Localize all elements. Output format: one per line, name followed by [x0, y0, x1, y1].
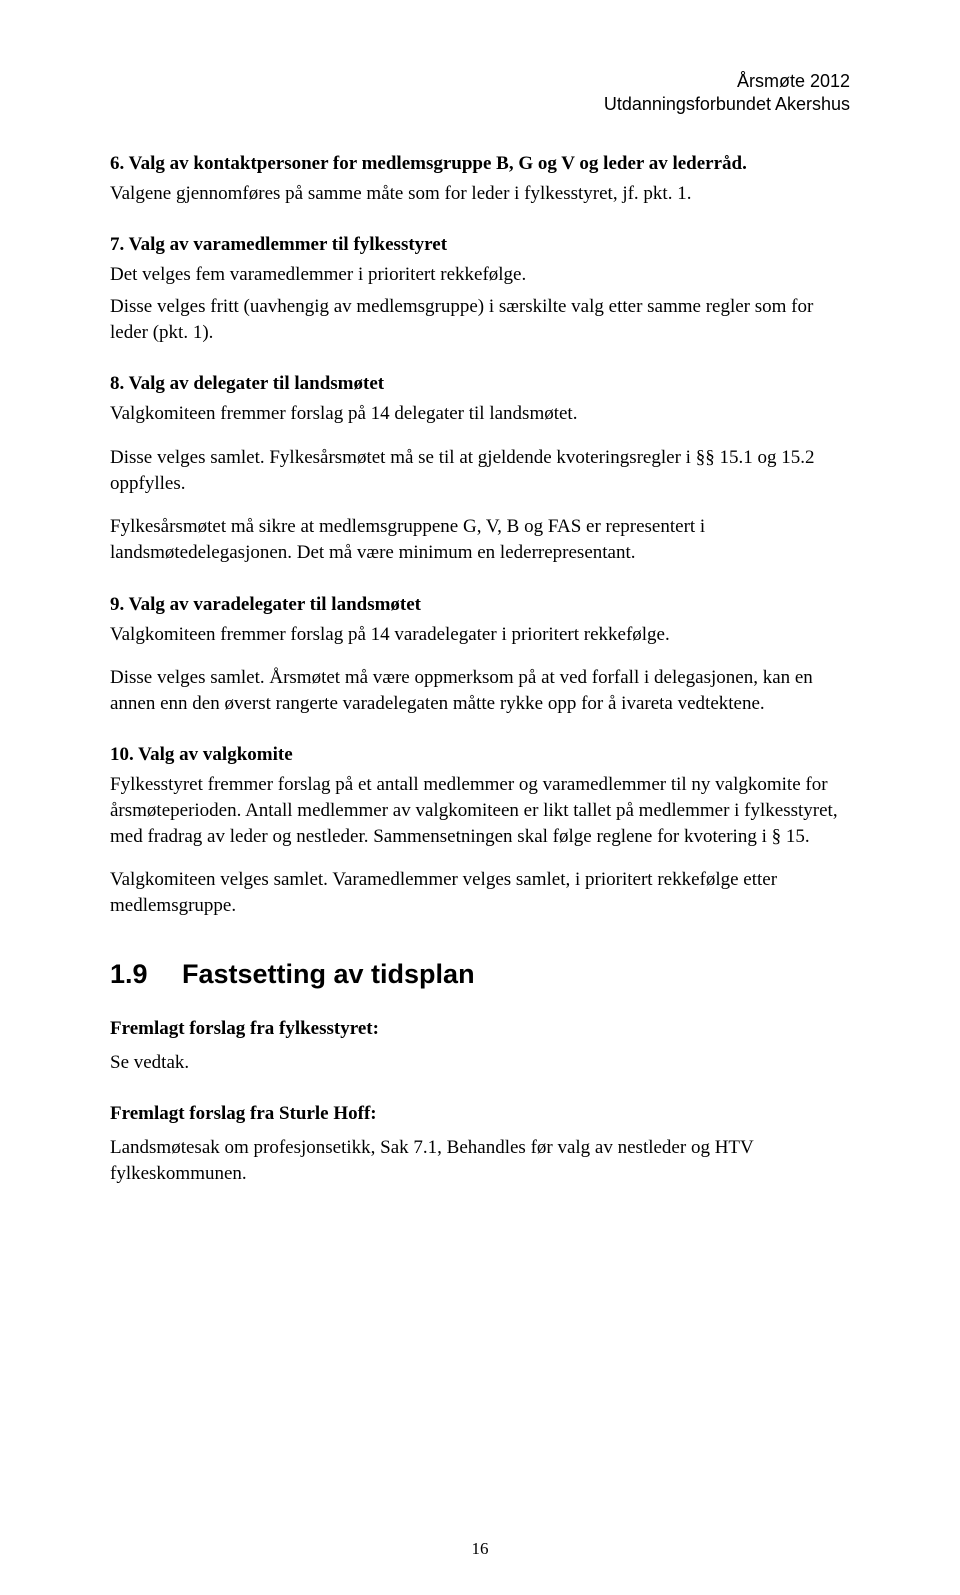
page-number: 16	[0, 1539, 960, 1559]
section-9-p2: Disse velges samlet. Årsmøtet må være op…	[110, 665, 850, 716]
section-10-p2: Valgkomiteen velges samlet. Varamedlemme…	[110, 867, 850, 918]
section-8-p2: Disse velges samlet. Fylkesårsmøtet må s…	[110, 445, 850, 496]
section-8-p1: Valgkomiteen fremmer forslag på 14 deleg…	[110, 401, 850, 427]
section-8-heading: 8. Valg av delegater til landsmøtet	[110, 373, 850, 395]
proposal-1-heading: Fremlagt forslag fra fylkesstyret:	[110, 1018, 850, 1040]
section-6-heading: 6. Valg av kontaktpersoner for medlemsgr…	[110, 153, 850, 175]
header-line-1: Årsmøte 2012	[110, 70, 850, 93]
heading-1-9-num: 1.9	[110, 959, 182, 990]
proposal-2: Fremlagt forslag fra Sturle Hoff: Landsm…	[110, 1103, 850, 1186]
section-7-p2: Disse velges fritt (uavhengig av medlems…	[110, 294, 850, 345]
document-page: Årsmøte 2012 Utdanningsforbundet Akershu…	[0, 0, 960, 1595]
section-7: 7. Valg av varamedlemmer til fylkesstyre…	[110, 234, 850, 345]
section-6-p1: Valgene gjennomføres på samme måte som f…	[110, 181, 850, 207]
proposal-2-p1: Landsmøtesak om profesjonsetikk, Sak 7.1…	[110, 1135, 850, 1186]
proposal-2-heading: Fremlagt forslag fra Sturle Hoff:	[110, 1103, 850, 1125]
section-6: 6. Valg av kontaktpersoner for medlemsgr…	[110, 153, 850, 207]
proposal-1-p1: Se vedtak.	[110, 1050, 850, 1076]
section-10-p1: Fylkesstyret fremmer forslag på et antal…	[110, 772, 850, 849]
section-8-p3: Fylkesårsmøtet må sikre at medlemsgruppe…	[110, 514, 850, 565]
section-8: 8. Valg av delegater til landsmøtet Valg…	[110, 373, 850, 565]
section-9-p1: Valgkomiteen fremmer forslag på 14 varad…	[110, 622, 850, 648]
section-7-heading: 7. Valg av varamedlemmer til fylkesstyre…	[110, 234, 850, 256]
heading-1-9-title: Fastsetting av tidsplan	[182, 959, 475, 990]
page-header: Årsmøte 2012 Utdanningsforbundet Akershu…	[110, 70, 850, 117]
section-9: 9. Valg av varadelegater til landsmøtet …	[110, 594, 850, 717]
proposal-1: Fremlagt forslag fra fylkesstyret: Se ve…	[110, 1018, 850, 1076]
header-line-2: Utdanningsforbundet Akershus	[110, 93, 850, 116]
heading-1-9: 1.9 Fastsetting av tidsplan	[110, 959, 850, 990]
section-10: 10. Valg av valgkomite Fylkesstyret frem…	[110, 744, 850, 918]
section-9-heading: 9. Valg av varadelegater til landsmøtet	[110, 594, 850, 616]
section-7-p1: Det velges fem varamedlemmer i prioriter…	[110, 262, 850, 288]
section-10-heading: 10. Valg av valgkomite	[110, 744, 850, 766]
